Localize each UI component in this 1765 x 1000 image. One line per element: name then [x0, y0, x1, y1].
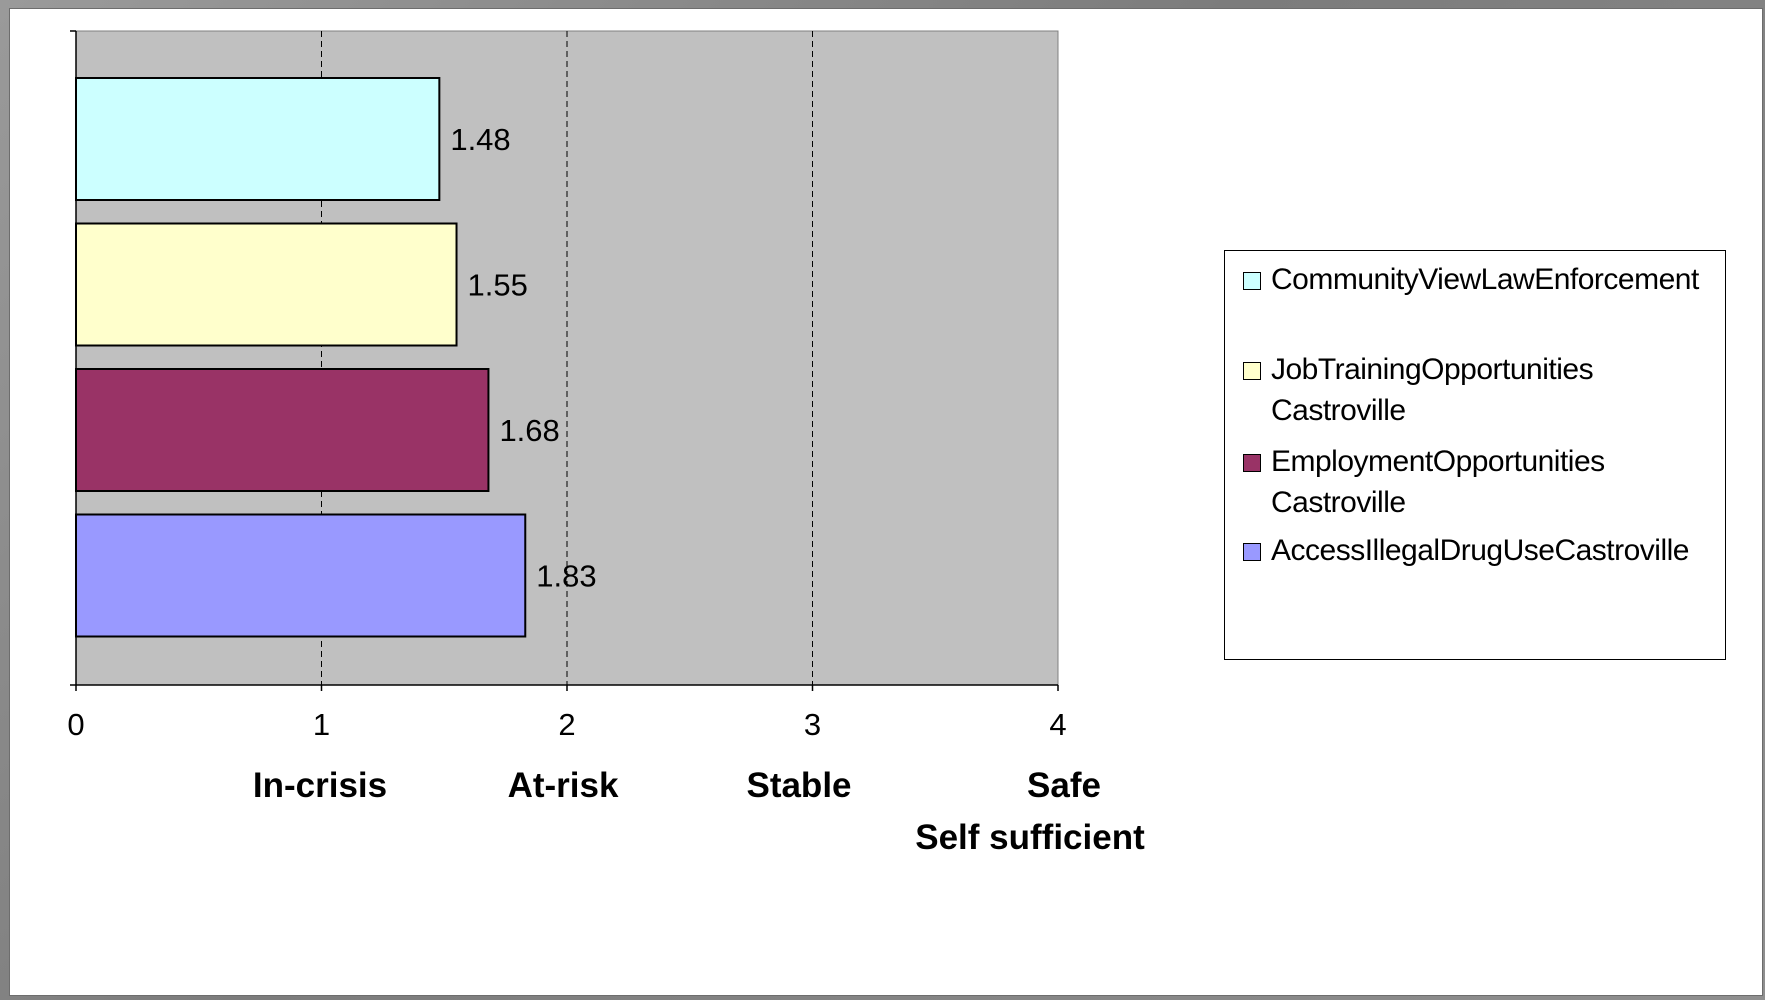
category-label-in-crisis: In-crisis	[253, 766, 387, 805]
bar-4	[75, 513, 527, 638]
category-sublabel-self-sufficient: Self sufficient	[915, 818, 1145, 857]
data-label-2: 1.55	[468, 268, 528, 303]
legend-item-2: JobTrainingOpportunities Castroville	[1243, 349, 1594, 431]
x-tick-label-1: 1	[313, 707, 330, 742]
legend: CommunityViewLawEnforcement JobTrainingO…	[1224, 250, 1726, 660]
data-label-1: 1.48	[450, 122, 510, 157]
category-label-stable: Stable	[746, 766, 851, 805]
legend-label-1: CommunityViewLawEnforcement	[1271, 263, 1699, 296]
bar-chart: 1.48 1.55 1.68 1.83 0 1 2 3 4 In-crisis At-risk Sta…	[67, 30, 1145, 857]
legend-swatch-3	[1243, 454, 1261, 472]
bar-2	[75, 222, 458, 347]
x-tick-label-4: 4	[1049, 707, 1066, 742]
x-tick-label-2: 2	[558, 707, 575, 742]
legend-swatch-4	[1243, 543, 1261, 561]
legend-swatch-1	[1243, 272, 1261, 290]
x-tick-label-3: 3	[804, 707, 821, 742]
legend-label-3: EmploymentOpportunities Castroville	[1271, 445, 1605, 519]
legend-item-3: EmploymentOpportunities Castroville	[1243, 441, 1605, 523]
bar-1	[75, 77, 441, 201]
legend-swatch-2	[1243, 362, 1261, 380]
labels: 1.48 1.55 1.68 1.83 0 1 2 3 4 In-crisis At-risk Sta…	[67, 122, 1145, 857]
category-label-at-risk: At-risk	[508, 766, 619, 805]
legend-label-4: AccessIllegalDrugUseCastroville	[1271, 534, 1690, 567]
data-label-3: 1.68	[499, 413, 559, 448]
legend-item-1: CommunityViewLawEnforcement	[1243, 259, 1699, 300]
x-tick-label-0: 0	[67, 707, 84, 742]
category-label-safe: Safe	[1027, 766, 1101, 805]
data-label-4: 1.83	[536, 559, 596, 594]
bar-3	[75, 368, 490, 492]
bars	[75, 77, 527, 638]
chart-area: 1.48 1.55 1.68 1.83 0 1 2 3 4 In-crisis At-risk Sta…	[9, 8, 1763, 996]
legend-item-4: AccessIllegalDrugUseCastroville	[1243, 530, 1690, 571]
axes	[70, 30, 1059, 691]
legend-label-2: JobTrainingOpportunities Castroville	[1271, 353, 1594, 427]
